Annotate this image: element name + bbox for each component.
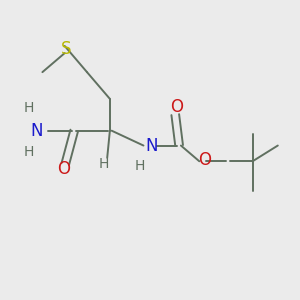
Text: H: H — [98, 157, 109, 171]
Text: O: O — [170, 98, 183, 116]
Text: H: H — [23, 146, 34, 159]
Text: O: O — [57, 160, 70, 178]
Text: N: N — [145, 136, 158, 154]
Text: S: S — [61, 40, 71, 58]
Text: N: N — [31, 122, 43, 140]
Text: H: H — [134, 159, 145, 173]
Text: O: O — [198, 151, 211, 169]
Text: H: H — [23, 101, 34, 116]
